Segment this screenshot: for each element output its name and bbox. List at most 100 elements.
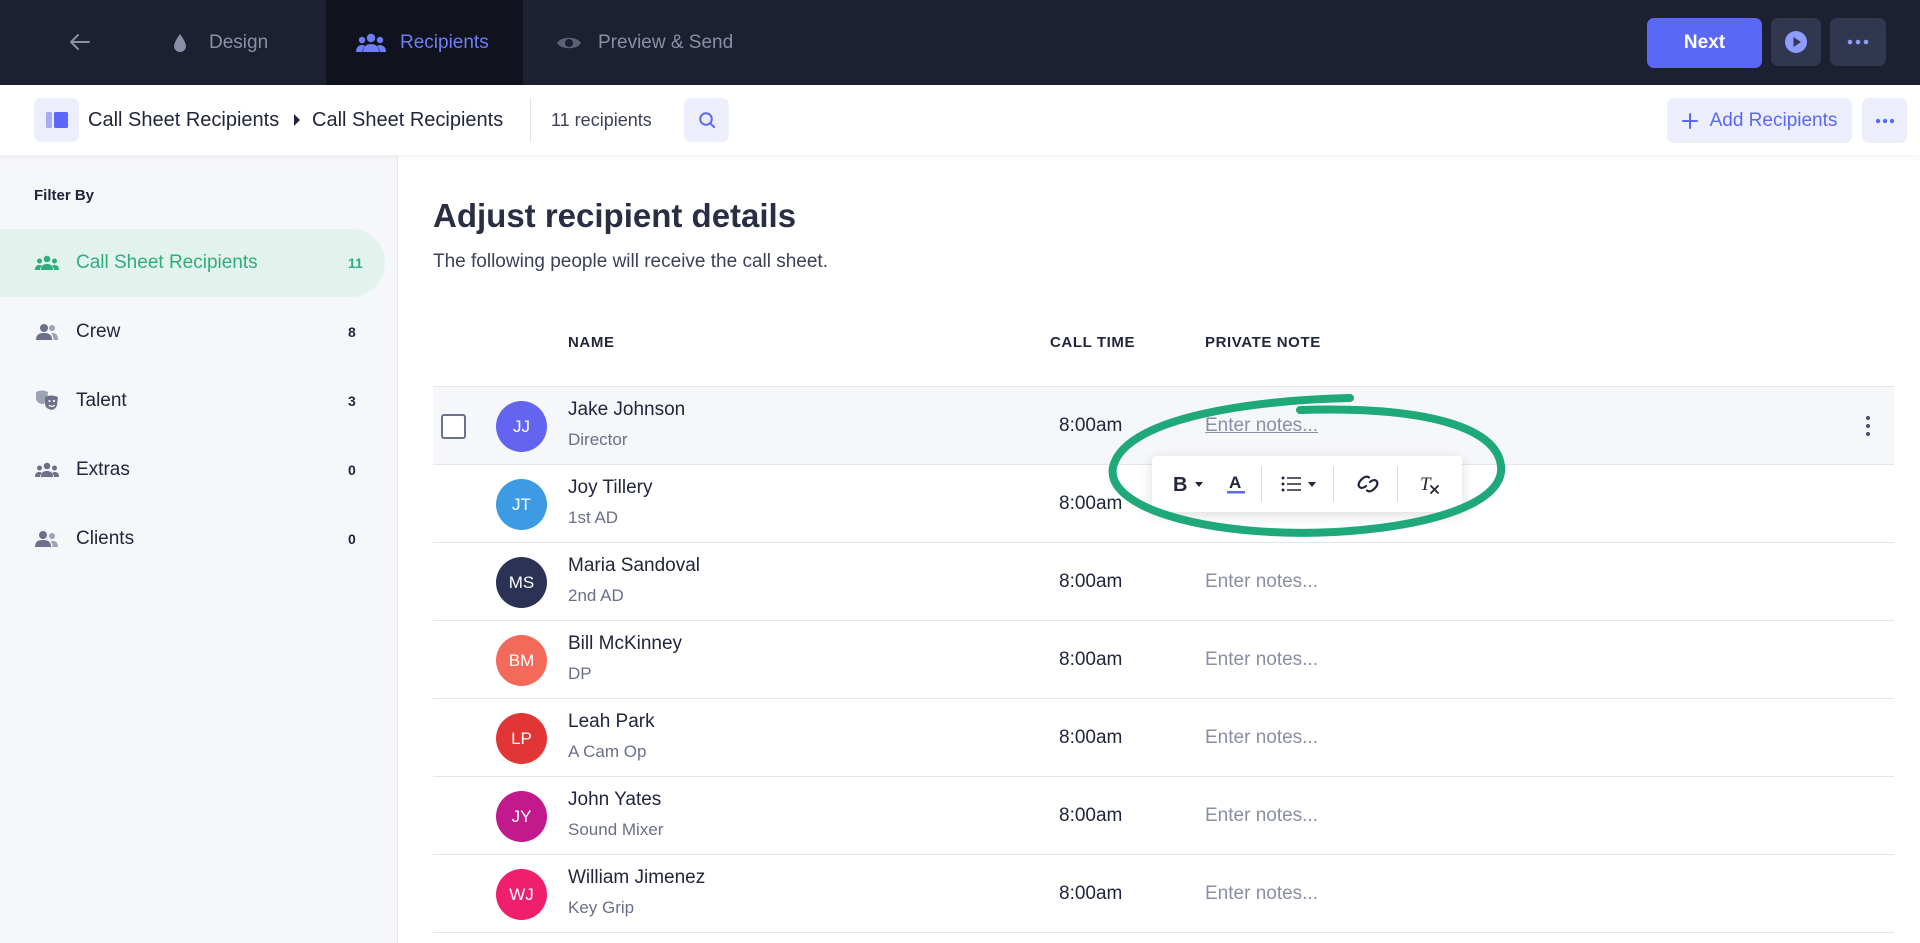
add-recipients-button[interactable]: Add Recipients bbox=[1667, 98, 1852, 143]
recipient-role: Key Grip bbox=[568, 898, 635, 917]
breadcrumb-current: Call Sheet Recipients bbox=[312, 108, 504, 131]
sidebar-item-clients[interactable]: Clients 0 bbox=[0, 505, 385, 573]
avatar: LP bbox=[496, 713, 547, 764]
recipient-name: William Jimenez bbox=[568, 867, 706, 888]
recipient-name: Maria Sandoval bbox=[568, 555, 701, 576]
search-icon bbox=[698, 112, 715, 128]
sidebar-item-label: Crew bbox=[76, 321, 121, 342]
recipient-role: Director bbox=[568, 430, 628, 449]
toolbar-divider bbox=[1261, 466, 1262, 502]
call-time-value[interactable]: 8:00am bbox=[1059, 415, 1123, 436]
private-note-input[interactable]: Enter notes... bbox=[1205, 805, 1319, 826]
svg-text:T: T bbox=[1420, 474, 1432, 495]
recipient-name: Leah Park bbox=[568, 711, 655, 732]
sidebar-item-label: Extras bbox=[76, 459, 130, 480]
page-subtitle: The following people will receive the ca… bbox=[433, 251, 828, 272]
sidebar-item-talent[interactable]: Talent 3 bbox=[0, 367, 385, 435]
add-recipients-label: Add Recipients bbox=[1709, 109, 1838, 131]
table-row[interactable]: WJ William Jimenez Key Grip 8:00am Enter… bbox=[433, 855, 1894, 933]
call-time-value[interactable]: 8:00am bbox=[1059, 805, 1123, 826]
tab-recipients-label: Recipients bbox=[400, 31, 489, 53]
column-header-private-note: PRIVATE NOTE bbox=[1205, 334, 1321, 351]
group-icon bbox=[34, 459, 60, 481]
table-row[interactable]: BM Bill McKinney DP 8:00am Enter notes..… bbox=[433, 621, 1894, 699]
recipient-name: Bill McKinney bbox=[568, 633, 683, 654]
toolbar-divider bbox=[1333, 466, 1334, 502]
row-more-menu-icon[interactable] bbox=[1853, 409, 1883, 443]
theater-masks-icon bbox=[34, 390, 60, 412]
preview-play-button[interactable] bbox=[1771, 18, 1821, 66]
group-icon bbox=[34, 252, 60, 274]
recipient-role: Sound Mixer bbox=[568, 820, 664, 839]
link-icon bbox=[1357, 475, 1379, 493]
breadcrumb-separator-icon bbox=[293, 85, 301, 155]
toolbar-divider bbox=[1397, 466, 1398, 502]
tab-design[interactable]: Design bbox=[135, 0, 325, 85]
sidebar-panel-icon bbox=[45, 112, 68, 128]
sidebar-item-crew[interactable]: Crew 8 bbox=[0, 298, 385, 366]
breadcrumb-parent[interactable]: Call Sheet Recipients bbox=[88, 108, 280, 131]
private-note-input[interactable]: Enter notes... bbox=[1205, 649, 1319, 670]
tab-preview-label: Preview & Send bbox=[598, 31, 734, 53]
clear-format-button[interactable]: T bbox=[1410, 464, 1450, 504]
private-note-input[interactable]: Enter notes... bbox=[1205, 727, 1319, 748]
call-time-value[interactable]: 8:00am bbox=[1059, 493, 1123, 514]
avatar: MS bbox=[496, 557, 547, 608]
table-row[interactable]: LP Leah Park A Cam Op 8:00am Enter notes… bbox=[433, 699, 1894, 777]
row-checkbox[interactable] bbox=[441, 414, 466, 439]
column-header-call-time: CALL TIME bbox=[1050, 334, 1136, 351]
clients-icon bbox=[34, 528, 60, 550]
search-button[interactable] bbox=[684, 98, 729, 142]
table-divider bbox=[433, 386, 1894, 387]
back-button[interactable] bbox=[62, 26, 98, 58]
subbar-more-button[interactable] bbox=[1862, 98, 1907, 143]
play-circle-icon bbox=[1785, 31, 1807, 53]
private-note-input[interactable]: Enter notes... bbox=[1205, 571, 1319, 592]
sidebar-item-label: Talent bbox=[76, 390, 127, 411]
bold-icon: B bbox=[1173, 474, 1203, 495]
main-content: Adjust recipient details The following p… bbox=[398, 155, 1920, 943]
recipient-role: 1st AD bbox=[568, 508, 619, 527]
call-time-value[interactable]: 8:00am bbox=[1059, 571, 1123, 592]
sidebar-item-count: 0 bbox=[348, 462, 356, 478]
svg-text:A: A bbox=[1229, 473, 1241, 492]
avatar: BM bbox=[496, 635, 547, 686]
tab-design-label: Design bbox=[209, 31, 269, 53]
text-color-button[interactable]: A bbox=[1218, 464, 1254, 504]
call-time-value[interactable]: 8:00am bbox=[1059, 649, 1123, 670]
link-button[interactable] bbox=[1345, 464, 1391, 504]
sidebar-item-extras[interactable]: Extras 0 bbox=[0, 436, 385, 504]
top-more-button[interactable] bbox=[1830, 18, 1886, 66]
call-time-value[interactable]: 8:00am bbox=[1059, 727, 1123, 748]
table-row[interactable]: JY John Yates Sound Mixer 8:00am Enter n… bbox=[433, 777, 1894, 855]
table-row[interactable]: JT Joy Tillery 1st AD 8:00am bbox=[433, 465, 1894, 543]
sidebar-item-count: 3 bbox=[348, 393, 356, 409]
sidebar-item-label: Clients bbox=[76, 528, 135, 549]
people-icon bbox=[356, 31, 386, 55]
avatar: JY bbox=[496, 791, 547, 842]
tab-recipients[interactable]: Recipients bbox=[326, 0, 523, 85]
tab-preview-send[interactable]: Preview & Send bbox=[524, 0, 764, 85]
sidebar-toggle-button[interactable] bbox=[34, 98, 79, 142]
subbar-divider bbox=[530, 98, 531, 142]
table-row[interactable]: JJ Jake Johnson Director 8:00am Enter no… bbox=[433, 387, 1894, 465]
top-navigation-bar: Design Recipients Preview & Send Next bbox=[0, 0, 1920, 85]
private-note-input[interactable]: Enter notes... bbox=[1205, 883, 1319, 904]
recipient-role: A Cam Op bbox=[568, 742, 647, 761]
recipient-name: Joy Tillery bbox=[568, 477, 653, 498]
sidebar-item-label: Call Sheet Recipients bbox=[76, 252, 258, 273]
svg-text:B: B bbox=[1173, 474, 1187, 495]
list-button[interactable] bbox=[1277, 464, 1323, 504]
bold-button[interactable]: B bbox=[1166, 464, 1212, 504]
column-header-name: NAME bbox=[568, 334, 615, 351]
sidebar-item-call-sheet-recipients[interactable]: Call Sheet Recipients 11 bbox=[0, 229, 385, 297]
next-button[interactable]: Next bbox=[1647, 18, 1762, 68]
call-time-value[interactable]: 8:00am bbox=[1059, 883, 1123, 904]
table-row[interactable]: MS Maria Sandoval 2nd AD 8:00am Enter no… bbox=[433, 543, 1894, 621]
recipient-role: 2nd AD bbox=[568, 586, 624, 605]
crew-icon bbox=[34, 321, 60, 343]
recipient-count: 11 recipients bbox=[551, 109, 652, 130]
plus-icon bbox=[1681, 112, 1698, 129]
private-note-input[interactable]: Enter notes... bbox=[1205, 415, 1319, 436]
sidebar-item-count: 11 bbox=[348, 255, 363, 271]
